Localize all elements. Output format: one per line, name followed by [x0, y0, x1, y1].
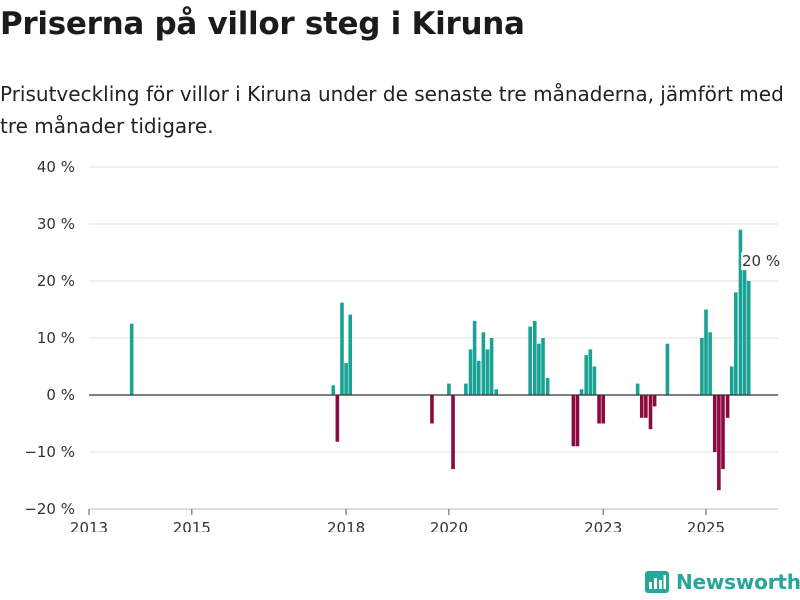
bar[interactable] [725, 395, 730, 418]
bar[interactable] [489, 338, 494, 395]
bar[interactable] [712, 395, 717, 452]
bar[interactable] [464, 383, 468, 395]
bar[interactable] [571, 395, 576, 447]
bar[interactable] [700, 338, 704, 395]
bar[interactable] [541, 338, 545, 395]
x-tick-label: 2013 [70, 519, 108, 532]
x-tick-label: 2025 [687, 519, 725, 532]
bar[interactable] [537, 343, 541, 395]
bar[interactable] [575, 395, 580, 447]
bar[interactable] [485, 349, 490, 395]
bar[interactable] [601, 395, 605, 424]
newsworthy-icon [645, 571, 669, 593]
bar[interactable] [742, 269, 747, 395]
bar[interactable] [652, 395, 657, 407]
bar[interactable] [734, 292, 738, 395]
bar[interactable] [129, 323, 134, 395]
bar[interactable] [494, 389, 499, 395]
bar[interactable] [468, 349, 473, 395]
bar[interactable] [729, 366, 734, 396]
chart-title: Priserna på villor steg i Kiruna [0, 6, 525, 42]
bar[interactable] [344, 363, 348, 395]
x-tick-label: 2020 [430, 519, 468, 532]
annotation-label: 20 % [742, 252, 780, 270]
annotation-background [741, 252, 782, 271]
bar[interactable] [746, 281, 751, 395]
bar[interactable] [532, 320, 537, 395]
bar[interactable] [639, 395, 644, 418]
bar-chart: −20 % −10 % 0 % 10 % 20 % 30 % 40 % 2013 2015 201… [24, 158, 782, 532]
bar[interactable] [584, 355, 589, 395]
bar[interactable] [648, 395, 653, 430]
bar[interactable] [738, 229, 743, 395]
bar[interactable] [665, 343, 670, 395]
bar[interactable] [717, 395, 721, 491]
bar[interactable] [451, 395, 455, 470]
axes: −20 % −10 % 0 % 10 % 20 % 30 % 40 % 2013 2015 201… [24, 158, 778, 532]
y-tick-label: 30 % [37, 215, 75, 233]
chart-subtitle: Prisutveckling för villor i Kiruna under… [0, 82, 784, 138]
bar[interactable] [708, 332, 712, 395]
brand-logo[interactable]: Newsworthy [645, 569, 800, 595]
bar[interactable] [340, 302, 344, 395]
bar[interactable] [476, 360, 481, 395]
annotations: 20 % [741, 252, 782, 271]
bar[interactable] [597, 395, 601, 424]
x-tick-label: 2018 [327, 519, 365, 532]
y-tick-label: 40 % [37, 158, 75, 176]
bar[interactable] [635, 383, 640, 395]
bar[interactable] [447, 383, 451, 395]
bar[interactable] [331, 385, 336, 395]
bar[interactable] [704, 309, 708, 396]
y-tick-label: 0 % [46, 386, 75, 404]
bar[interactable] [348, 314, 352, 395]
bar[interactable] [528, 326, 532, 395]
bar[interactable] [545, 377, 550, 395]
y-tick-label: −20 % [24, 500, 75, 518]
bar[interactable] [588, 349, 593, 395]
grid-lines [89, 166, 778, 510]
bar[interactable] [335, 395, 340, 442]
bar[interactable] [721, 395, 725, 470]
bar[interactable] [430, 395, 434, 424]
y-tick-label: 10 % [37, 329, 75, 347]
bars [129, 229, 751, 491]
bar[interactable] [481, 332, 486, 395]
bar[interactable] [472, 320, 477, 395]
bar[interactable] [579, 389, 584, 395]
brand-name: Newsworthy [676, 570, 800, 594]
y-tick-label: 20 % [37, 272, 75, 290]
x-tick-label: 2023 [584, 519, 622, 532]
bar[interactable] [592, 366, 597, 396]
bar[interactable] [644, 395, 648, 418]
x-tick-label: 2015 [173, 519, 211, 532]
y-tick-label: −10 % [24, 443, 75, 461]
